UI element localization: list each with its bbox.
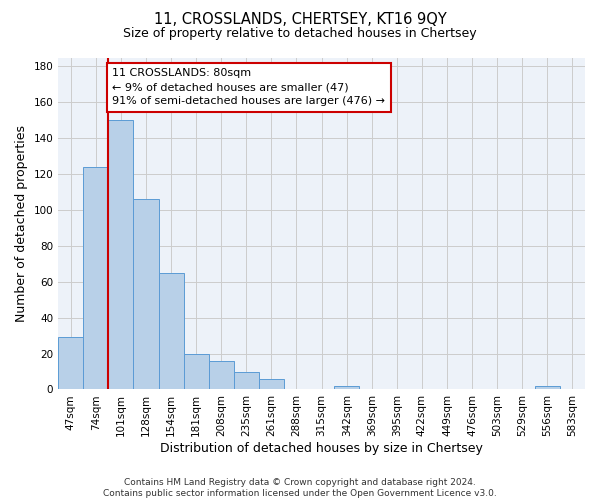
Bar [83, 167, 109, 390]
Bar [158, 273, 184, 390]
Bar [535, 386, 560, 390]
Bar [109, 120, 133, 390]
Bar [334, 386, 359, 390]
Bar [133, 200, 158, 390]
Bar [259, 378, 284, 390]
Text: 11, CROSSLANDS, CHERTSEY, KT16 9QY: 11, CROSSLANDS, CHERTSEY, KT16 9QY [154, 12, 446, 28]
Text: 11 CROSSLANDS: 80sqm
← 9% of detached houses are smaller (47)
91% of semi-detach: 11 CROSSLANDS: 80sqm ← 9% of detached ho… [112, 68, 385, 106]
Bar [234, 372, 259, 390]
Bar [184, 354, 209, 390]
Y-axis label: Number of detached properties: Number of detached properties [15, 125, 28, 322]
Bar [209, 360, 234, 390]
Text: Contains HM Land Registry data © Crown copyright and database right 2024.
Contai: Contains HM Land Registry data © Crown c… [103, 478, 497, 498]
Text: Size of property relative to detached houses in Chertsey: Size of property relative to detached ho… [123, 28, 477, 40]
X-axis label: Distribution of detached houses by size in Chertsey: Distribution of detached houses by size … [160, 442, 483, 455]
Bar [58, 338, 83, 390]
